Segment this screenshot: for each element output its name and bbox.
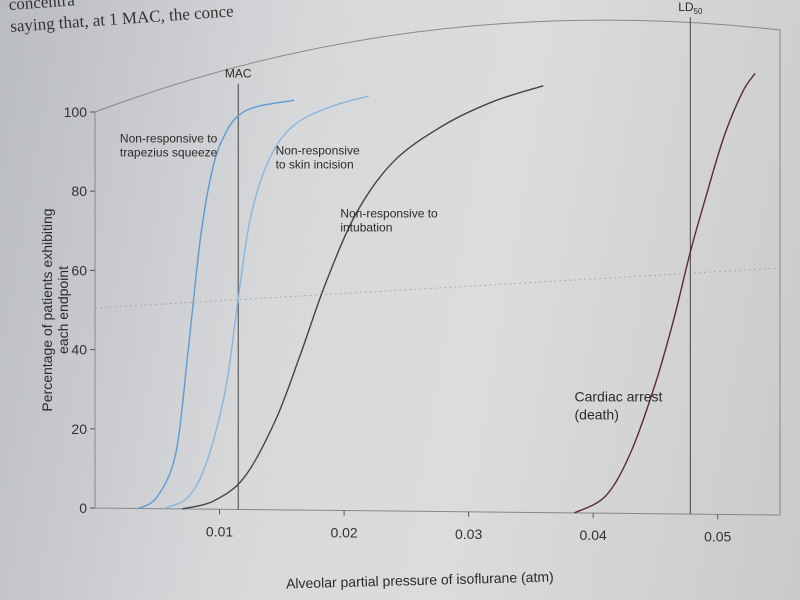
ref-label-mac: MAC — [225, 67, 252, 81]
ref-label-subscript: 50 — [694, 7, 703, 16]
series-line-0 — [138, 99, 295, 510]
series-line-2 — [182, 85, 544, 510]
x-tick-label-0.02: 0.02 — [330, 525, 357, 541]
plot-frame — [94, 19, 781, 516]
x-tick-label-0.05: 0.05 — [704, 528, 731, 544]
series-label-0-line2: trapezius squeeze — [120, 145, 218, 159]
series-line-3 — [574, 73, 756, 514]
y-tick-label-40: 40 — [71, 342, 87, 358]
fifty-percent-line — [94, 267, 781, 309]
series-label-2-line2: intubation — [340, 220, 392, 234]
y-axis-label-line2: each endpoint — [55, 266, 71, 354]
y-tick-label-0: 0 — [79, 500, 87, 516]
reference-lines: MAC LD50 — [225, 0, 703, 515]
x-axis-label: Alveolar partial pressure of isoflurane … — [286, 569, 554, 592]
series-label-3-line2: (death) — [575, 406, 619, 422]
series-label-1-line1: Non-responsive — [276, 144, 360, 158]
y-tick-label-60: 60 — [71, 262, 87, 278]
ref-label-ld: LD50 — [678, 0, 703, 16]
y-axis-label: Percentage of patients exhibiting each e… — [39, 208, 71, 411]
series-line-1 — [163, 95, 370, 510]
x-axis: 0.01 0.02 0.03 0.04 0.05 — [206, 509, 732, 544]
y-axis: 0 20 40 60 80 100 — [64, 104, 95, 516]
y-tick-label-100: 100 — [64, 104, 88, 120]
series-label-3-line1: Cardiac arrest — [575, 388, 663, 404]
y-tick-label-80: 80 — [71, 183, 87, 199]
y-tick-label-20: 20 — [71, 421, 87, 437]
x-tick-label-0.03: 0.03 — [455, 526, 482, 542]
series-label-0-line1: Non-responsive to — [120, 131, 218, 145]
y-axis-label-line1: Percentage of patients exhibiting — [39, 208, 55, 411]
series-label-2-line1: Non-responsive to — [340, 206, 438, 220]
x-tick-label-0.01: 0.01 — [206, 523, 233, 539]
x-tick-label-0.04: 0.04 — [580, 527, 607, 543]
series-label-1-line2: to skin incision — [276, 158, 354, 172]
series-group — [138, 73, 756, 514]
